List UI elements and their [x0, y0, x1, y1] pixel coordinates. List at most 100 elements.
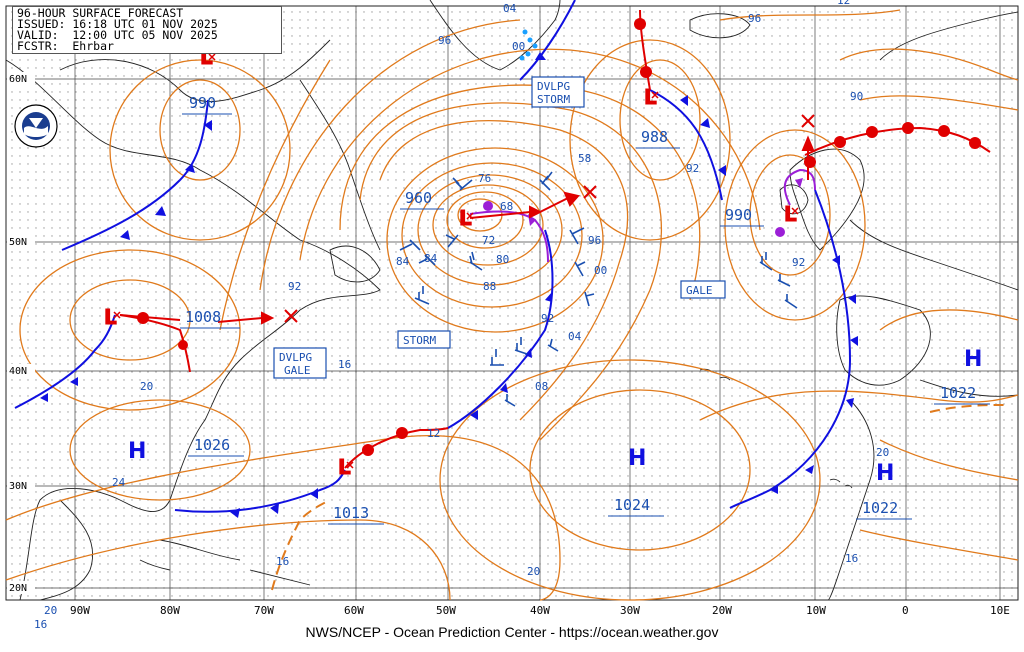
storm-tracks	[119, 135, 815, 325]
warm-front	[344, 427, 449, 469]
isobar	[19, 249, 241, 411]
europe-coast	[849, 219, 1019, 291]
isobar-label: 12	[837, 0, 850, 7]
isobar	[5, 435, 561, 601]
future-position-markers	[284, 114, 815, 323]
isobar	[417, 174, 563, 286]
cold-front	[174, 469, 346, 513]
lon-label: 30W	[620, 604, 640, 617]
iberia-coast	[836, 295, 931, 386]
isobar	[439, 359, 821, 601]
pressure-value: 990	[189, 94, 216, 112]
newfoundland-coast	[329, 245, 381, 283]
svg-text:L: L	[784, 202, 797, 226]
pressure-center-symbols: L L L L L L H H H H	[104, 45, 983, 487]
lon-label: 0	[902, 604, 909, 617]
pressure-value: 1013	[333, 504, 369, 522]
cold-front	[447, 229, 554, 429]
high-symbol: H H H H	[128, 347, 982, 486]
isobar-label: 72	[482, 234, 495, 247]
isobar-label: 24	[112, 476, 126, 489]
pressure-value: 1022	[862, 499, 898, 517]
central-pressure-values: 990 1008 960 1013 988 990 1026 1024 1022…	[180, 94, 990, 525]
ocean-dot-pattern	[6, 6, 1018, 600]
cold-front-triangles	[40, 52, 858, 518]
isobar	[719, 9, 901, 21]
lon-label: 50W	[436, 604, 456, 617]
isobar-label: 04	[503, 2, 517, 15]
svg-text:H: H	[876, 461, 894, 486]
isobar-label: 92	[288, 280, 301, 293]
canary-islands	[829, 478, 853, 489]
isobar-value-labels: 04 00 96 96 92 76 68 72 84 80 88 92 96 0…	[34, 0, 889, 631]
pressure-value: 1026	[194, 436, 230, 454]
lat-label: 50N	[9, 237, 27, 248]
isobars	[5, 9, 1019, 601]
ireland-coast	[779, 184, 809, 215]
svg-text:H: H	[628, 446, 646, 471]
warning-labels: DVLPG STORM STORM GALE DVLPG GALE	[273, 76, 726, 379]
lon-label: 70W	[254, 604, 274, 617]
isobar-label: 20	[527, 565, 540, 578]
cold-front	[61, 99, 209, 251]
cold-front	[729, 189, 852, 509]
lat-label: 30N	[9, 481, 27, 492]
labrador-coast	[299, 79, 381, 251]
scandinavia-coast	[879, 11, 1019, 61]
longitude-labels: 90W 80W 70W 60W 50W 40W 30W 20W 10W 0 10…	[67, 603, 1010, 617]
low-symbol: L L L L L L	[104, 45, 799, 480]
stationary-trough	[271, 499, 331, 591]
isobar-label: 88	[483, 280, 496, 293]
isobar	[619, 59, 701, 181]
isobar-label: 16	[845, 552, 858, 565]
isobar	[446, 191, 524, 249]
isobar	[219, 59, 331, 331]
isobar	[379, 119, 628, 421]
lon-label: 60W	[344, 604, 364, 617]
isobar	[401, 162, 583, 308]
isobar-label: 16	[34, 618, 47, 631]
isobar-label: 20	[44, 604, 57, 617]
warning-text: DVLPG	[279, 351, 312, 364]
issued-time: ISSUED: 16:18 UTC 01 NOV 2025	[17, 17, 218, 31]
forecast-title: 96-HOUR SURFACE FORECAST	[17, 6, 184, 20]
valid-time: VALID: 12:00 UTC 05 NOV 2025	[17, 28, 218, 42]
isobar-label: 16	[276, 555, 289, 568]
isobar	[386, 147, 604, 333]
isobar-label: 76	[478, 172, 491, 185]
isobar-label: 80	[496, 253, 509, 266]
greenland-storm-markers	[519, 29, 538, 61]
pressure-value: 960	[405, 189, 432, 207]
mediterranean-coast	[919, 379, 1019, 397]
isobar	[432, 184, 544, 266]
warning-text: GALE	[284, 364, 311, 377]
stationary-trough	[929, 404, 1006, 413]
isobar-label: 92	[541, 312, 554, 325]
svg-text:H: H	[128, 439, 146, 464]
isobar-label: 84	[424, 252, 438, 265]
lat-label: 20N	[9, 583, 27, 594]
pressure-value: 1022	[940, 384, 976, 402]
isobar	[259, 19, 521, 291]
graticule	[5, 5, 1019, 601]
isobar	[859, 529, 1019, 561]
isobar-label: 68	[500, 200, 513, 213]
isobar-label: 84	[396, 255, 410, 268]
isobar	[699, 390, 1019, 421]
lon-label: 40W	[530, 604, 550, 617]
isobar	[69, 399, 251, 501]
isobar-label: 04	[568, 330, 582, 343]
isobar	[839, 48, 1019, 81]
isobar-label: 00	[512, 40, 525, 53]
lon-label: 90W	[70, 604, 90, 617]
isobar	[749, 154, 831, 276]
forecast-header: 96-HOUR SURFACE FORECAST ISSUED: 16:18 U…	[12, 6, 282, 54]
occluded-front-symbols	[483, 178, 803, 237]
isobar-label: 96	[438, 34, 451, 47]
gulf-coast	[39, 499, 94, 601]
pressure-value: 988	[641, 128, 668, 146]
wind-barbs	[399, 171, 798, 407]
isobar-label: 96	[748, 12, 761, 25]
isobar-label: 08	[535, 380, 548, 393]
